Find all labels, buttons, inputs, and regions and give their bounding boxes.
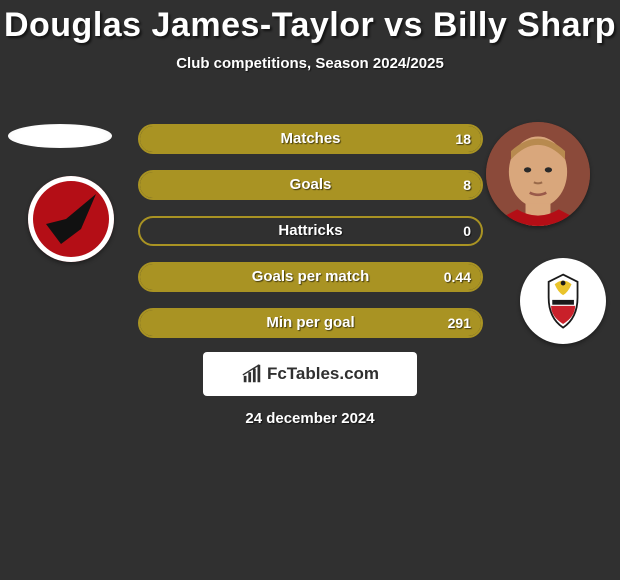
stat-row-goals-per-match: Goals per match 0.44 bbox=[138, 262, 483, 292]
club-crest-icon bbox=[533, 271, 593, 331]
stat-value-right: 291 bbox=[448, 310, 471, 336]
player-left-avatar bbox=[8, 124, 112, 148]
club-left-badge bbox=[28, 176, 114, 262]
club-right-badge bbox=[520, 258, 606, 344]
page-title: Douglas James-Taylor vs Billy Sharp bbox=[0, 0, 620, 45]
stat-value-right: 8 bbox=[463, 172, 471, 198]
subtitle: Club competitions, Season 2024/2025 bbox=[0, 55, 620, 72]
bar-chart-icon bbox=[241, 363, 263, 385]
stat-label: Hattricks bbox=[140, 218, 481, 244]
stat-row-matches: Matches 18 bbox=[138, 124, 483, 154]
stat-label: Goals bbox=[140, 172, 481, 198]
stat-row-goals: Goals 8 bbox=[138, 170, 483, 200]
stat-value-right: 0.44 bbox=[444, 264, 471, 290]
player-right-avatar bbox=[486, 122, 590, 226]
stats-bars: Matches 18 Goals 8 Hattricks 0 Goals per… bbox=[138, 124, 483, 354]
stat-label: Matches bbox=[140, 126, 481, 152]
stat-row-min-per-goal: Min per goal 291 bbox=[138, 308, 483, 338]
branding-text: FcTables.com bbox=[267, 364, 379, 384]
date-label: 24 december 2024 bbox=[0, 410, 620, 427]
stat-value-right: 0 bbox=[463, 218, 471, 244]
stat-value-right: 18 bbox=[455, 126, 471, 152]
branding-badge: FcTables.com bbox=[203, 352, 417, 396]
face-icon bbox=[486, 122, 590, 226]
stat-row-hattricks: Hattricks 0 bbox=[138, 216, 483, 246]
stat-label: Goals per match bbox=[140, 264, 481, 290]
stat-label: Min per goal bbox=[140, 310, 481, 336]
